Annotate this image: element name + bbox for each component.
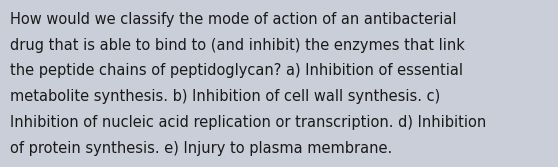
Text: the peptide chains of peptidoglycan? a) Inhibition of essential: the peptide chains of peptidoglycan? a) … bbox=[10, 63, 463, 78]
Text: drug that is able to bind to (and inhibit) the enzymes that link: drug that is able to bind to (and inhibi… bbox=[10, 38, 465, 53]
Text: Inhibition of nucleic acid replication or transcription. d) Inhibition: Inhibition of nucleic acid replication o… bbox=[10, 115, 486, 130]
Text: of protein synthesis. e) Injury to plasma membrane.: of protein synthesis. e) Injury to plasm… bbox=[10, 141, 392, 156]
Text: metabolite synthesis. b) Inhibition of cell wall synthesis. c): metabolite synthesis. b) Inhibition of c… bbox=[10, 89, 440, 104]
Text: How would we classify the mode of action of an antibacterial: How would we classify the mode of action… bbox=[10, 12, 456, 27]
